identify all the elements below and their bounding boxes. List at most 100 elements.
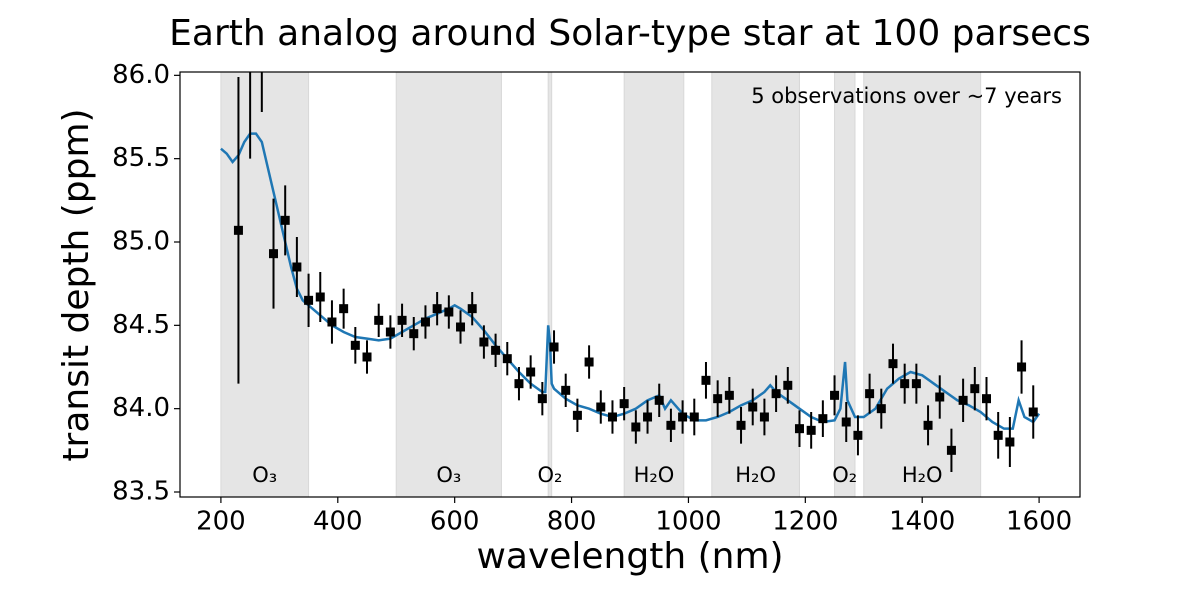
band-label: H₂O	[735, 463, 776, 487]
data-point	[900, 379, 910, 389]
y-tick-label: 84.0	[112, 393, 170, 423]
data-point	[607, 412, 617, 422]
axes-frame	[179, 71, 1081, 498]
data-point	[666, 420, 676, 430]
data-point	[865, 389, 875, 399]
y-tick-label: 83.5	[112, 477, 170, 507]
data-point	[572, 410, 582, 420]
data-point	[409, 329, 419, 339]
data-point	[339, 304, 349, 314]
data-point	[748, 402, 758, 412]
band-label: O₃	[436, 463, 461, 487]
data-point	[432, 304, 442, 314]
data-point	[759, 412, 769, 422]
data-point	[269, 249, 279, 259]
band-label: O₂	[537, 463, 562, 487]
data-point	[502, 354, 512, 364]
data-point	[561, 385, 571, 395]
data-point	[958, 395, 968, 405]
data-point	[923, 420, 933, 430]
data-point	[385, 327, 395, 337]
data-point	[362, 352, 372, 362]
data-point	[736, 420, 746, 430]
y-tick-label: 85.0	[112, 227, 170, 257]
data-point	[233, 225, 243, 235]
absorption-band	[395, 72, 502, 497]
data-point	[970, 384, 980, 394]
chart-title: Earth analog around Solar-type star at 1…	[169, 13, 1091, 54]
y-axis-label: transit depth (ppm)	[56, 108, 97, 461]
data-point	[654, 395, 664, 405]
data-point	[456, 322, 466, 332]
data-point	[596, 402, 606, 412]
data-point	[526, 367, 536, 377]
absorption-band	[834, 72, 856, 497]
data-point	[806, 425, 816, 435]
data-point	[946, 445, 956, 455]
band-label: O₃	[252, 463, 277, 487]
data-point	[853, 430, 863, 440]
data-point	[981, 394, 991, 404]
x-tick-label: 1200	[772, 507, 838, 537]
data-point	[549, 342, 559, 352]
absorption-band	[863, 72, 982, 497]
data-point	[327, 317, 337, 327]
data-point	[397, 315, 407, 325]
x-tick-label: 1000	[655, 507, 721, 537]
x-tick-label: 200	[196, 507, 246, 537]
absorption-band	[547, 72, 553, 497]
data-point	[724, 390, 734, 400]
absorption-band	[623, 72, 685, 497]
data-point	[1028, 407, 1038, 417]
plot-area	[220, 72, 1041, 497]
data-point	[888, 359, 898, 369]
x-tick-label: 400	[313, 507, 363, 537]
data-point	[304, 295, 314, 305]
data-point	[292, 262, 302, 272]
data-point	[771, 389, 781, 399]
data-point	[631, 422, 641, 432]
data-point	[841, 417, 851, 427]
data-point	[783, 380, 793, 390]
data-point	[1017, 362, 1027, 372]
data-point	[830, 390, 840, 400]
data-point	[491, 345, 501, 355]
data-point	[1005, 437, 1015, 447]
x-axis-label: wavelength (nm)	[476, 536, 783, 577]
x-tick-label: 1600	[1006, 507, 1072, 537]
band-label: H₂O	[634, 463, 675, 487]
data-point	[374, 315, 384, 325]
data-point	[689, 412, 699, 422]
data-point	[479, 337, 489, 347]
absorption-band	[711, 72, 800, 497]
data-point	[911, 379, 921, 389]
overlay: O₃ O₃ O₂ H₂O H₂O O₂ H₂O 200 400 600 800 1000 1200 140…	[112, 60, 1081, 537]
data-point	[935, 392, 945, 402]
data-point	[643, 412, 653, 422]
data-point	[876, 404, 886, 414]
data-point	[701, 375, 711, 385]
y-tick-label: 86.0	[112, 60, 170, 90]
y-tick-label: 85.5	[112, 143, 170, 173]
data-point	[420, 317, 430, 327]
band-label: H₂O	[902, 463, 943, 487]
x-tick-label: 600	[430, 507, 480, 537]
data-point	[537, 394, 547, 404]
data-point	[678, 412, 688, 422]
x-tick-label: 800	[547, 507, 597, 537]
x-tick-label: 1400	[889, 507, 955, 537]
data-point	[794, 424, 804, 434]
data-point	[444, 307, 454, 317]
y-tick-label: 84.5	[112, 310, 170, 340]
data-point	[280, 215, 290, 225]
data-point	[514, 379, 524, 389]
data-point	[619, 399, 629, 409]
data-point	[584, 357, 594, 367]
absorption-band	[220, 72, 310, 497]
data-point	[993, 430, 1003, 440]
data-point	[818, 414, 828, 424]
band-label: O₂	[832, 463, 857, 487]
data-point	[350, 340, 360, 350]
data-point	[315, 292, 325, 302]
